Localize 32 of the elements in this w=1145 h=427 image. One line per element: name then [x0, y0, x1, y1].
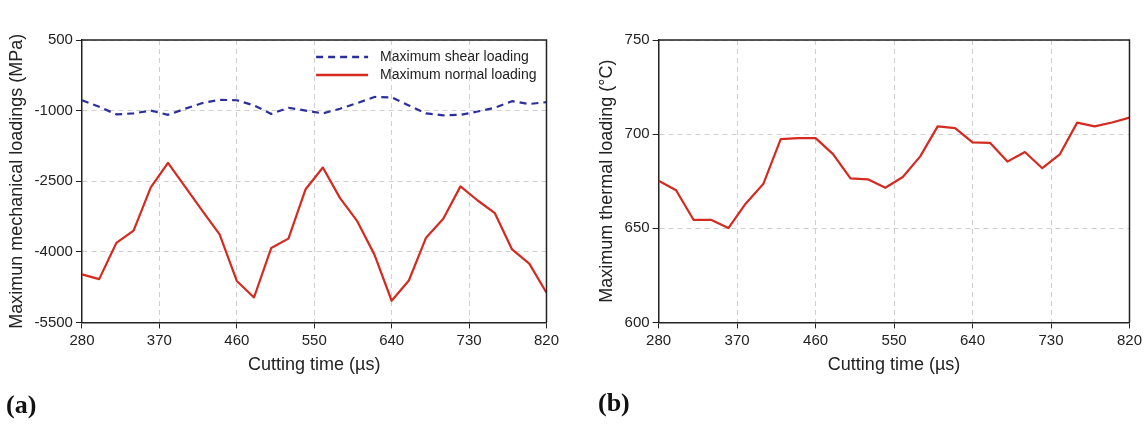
text: (a) [6, 390, 37, 420]
x-axis-title: Cutting time (µs) [827, 354, 961, 375]
legend-label: Maximum shear loading [380, 47, 529, 64]
y-axis-title: Maximum thermal loading (°C) [595, 59, 616, 303]
x-tick-label: 730 [456, 330, 482, 348]
x-tick-label: 460 [803, 330, 829, 348]
y-tick-label: 500 [47, 30, 73, 48]
x-tick-label: 370 [724, 330, 750, 348]
y-axis-title: Maximun mechanical loadings (MPa) [5, 33, 26, 329]
y-tick-label: 700 [624, 124, 650, 142]
x-tick-label: 370 [146, 330, 172, 348]
y-tick-label: 750 [624, 30, 650, 48]
x-tick-label: 550 [301, 330, 327, 348]
x-tick-label: 460 [224, 330, 250, 348]
y-tick-label: -1000 [34, 100, 73, 118]
x-tick-label: 640 [379, 330, 405, 348]
x-tick-label: 280 [646, 330, 672, 348]
x-tick-label: 730 [1038, 330, 1064, 348]
y-tick-label: 650 [624, 218, 650, 236]
y-tick-label: -4000 [34, 241, 73, 259]
y-tick-label: 600 [624, 312, 650, 330]
text: (b) [598, 388, 630, 418]
legend-label: Maximum normal loading [380, 65, 537, 82]
x-tick-label: 280 [69, 330, 95, 348]
y-tick-label: -5500 [34, 312, 73, 330]
line-series [81, 95, 547, 117]
x-tick-label: 550 [881, 330, 907, 348]
y-tick-label: -2500 [34, 171, 73, 189]
x-tick-label: 820 [533, 330, 559, 348]
x-tick-label: 640 [960, 330, 986, 348]
x-axis-title: Cutting time (µs) [248, 354, 381, 375]
x-tick-label: 820 [1116, 330, 1142, 348]
